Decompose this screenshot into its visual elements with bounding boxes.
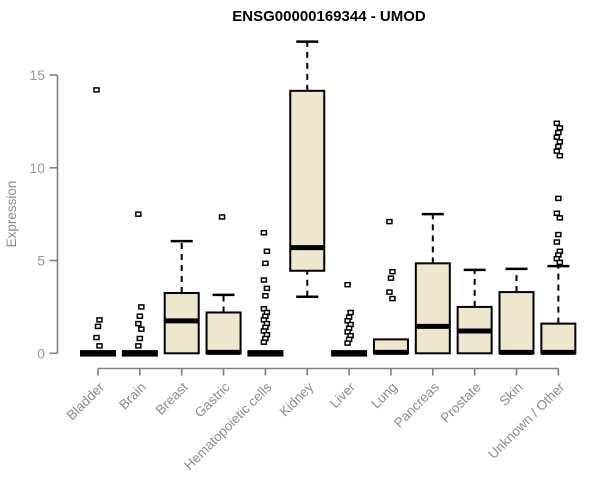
outlier-point [138,304,145,310]
x-category-label: Gastric [192,379,233,420]
x-category-label: Unknown / Other [485,379,568,462]
outlier-point [138,326,145,332]
outlier-point [555,143,562,150]
outlier-point [386,289,393,295]
iqr-box [289,89,326,272]
outlier-point [96,317,103,323]
boxplot-group-kidney: Kidney [277,40,326,419]
x-category-label: Kidney [277,379,317,419]
flat-zero-bar [247,350,284,357]
outlier-point [555,129,562,136]
outlier-point [260,339,268,345]
outlier-point [555,231,562,238]
outlier-point [556,125,564,131]
outlier-point [347,309,354,316]
outlier-point [93,334,100,341]
outlier-point [135,211,142,217]
boxplot-group-pancreas: Pancreas [391,212,451,430]
outlier-point [389,268,396,275]
outlier-point [553,120,561,127]
outlier-point [260,229,268,236]
x-category-label: Liver [327,379,359,411]
x-category-label: Prostate [438,380,484,426]
outlier-point [556,152,564,159]
outlier-point [386,218,393,225]
outlier-point [556,215,564,221]
y-tick-label: 0 [37,345,45,361]
outlier-point [218,214,226,220]
x-category-label: Skin [496,380,525,409]
boxplot-group-brain: Brain [116,211,158,413]
outlier-point [387,275,395,281]
outlier-point [553,148,561,154]
outlier-point [260,277,268,283]
y-tick-label: 15 [29,67,45,83]
outlier-point [262,260,269,267]
outlier-point [553,134,561,140]
flat-zero-bar [331,350,368,357]
outlier-point [556,139,564,145]
x-category-label: Breast [153,379,191,417]
iqr-box [414,262,451,355]
y-axis-label: Expression [4,181,19,248]
iqr-box [205,311,242,355]
outlier-point [555,195,562,202]
outlier-point [263,248,271,255]
outlier-point [135,343,142,349]
outlier-point [262,293,269,299]
boxplot-group-breast: Breast [153,239,200,418]
boxplot-group-lung: Lung [368,218,409,412]
x-category-label: Pancreas [391,379,442,430]
outlier-point [344,281,351,288]
outlier-point [135,320,142,327]
outlier-point [136,313,144,319]
outlier-point [344,340,351,346]
boxplot-group-skin: Skin [496,267,535,409]
boxplot-group-bladder: Bladder [64,87,116,423]
flat-zero-bar [121,350,158,357]
outlier-point [96,343,103,349]
outlier-point [553,239,561,245]
iqr-box [498,291,535,355]
outlier-point [389,295,396,302]
chart-title: ENSG00000169344 - UMOD [232,8,426,25]
y-tick-label: 10 [29,160,45,176]
outlier-point [136,335,144,342]
outlier-point [553,210,561,216]
y-tick-label: 5 [37,253,45,269]
flat-zero-bar [80,350,116,357]
outlier-point [556,259,564,266]
x-category-label: Brain [116,380,149,413]
iqr-box [540,322,577,355]
outlier-point [93,87,100,93]
outlier-point [263,285,271,292]
outlier-point [94,323,102,330]
x-category-label: Bladder [64,379,108,423]
boxplot-group-liver: Liver [327,281,368,411]
x-category-label: Lung [368,380,400,412]
